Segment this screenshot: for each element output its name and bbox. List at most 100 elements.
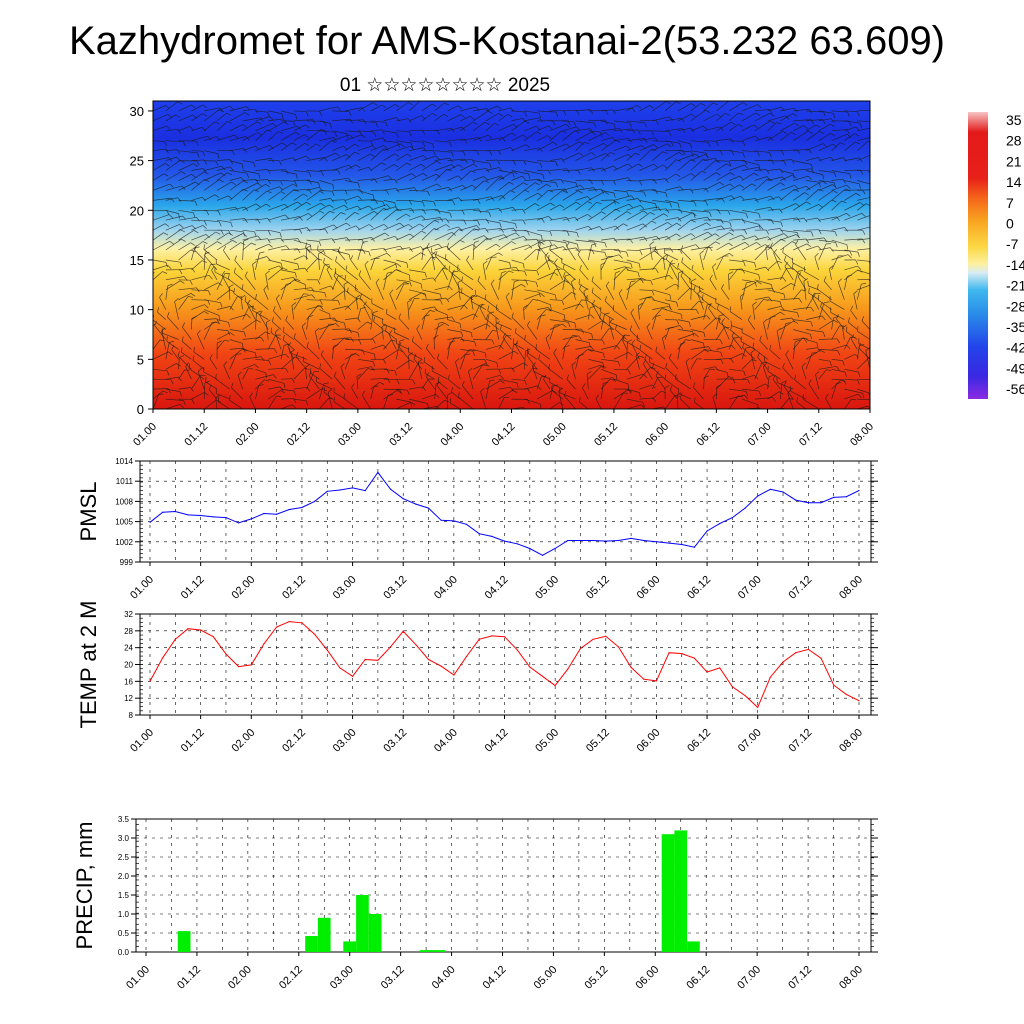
wind-barb-flag: [162, 390, 168, 394]
wind-barb-flag: [244, 112, 250, 116]
wind-barb-flag: [295, 114, 298, 120]
wind-barb-flag: [765, 229, 770, 235]
x-tick-label: 01.00: [128, 727, 156, 755]
wind-barb: [357, 366, 372, 370]
wind-barb-flag: [731, 345, 736, 350]
wind-barb-flag: [676, 233, 681, 237]
wind-barb: [549, 143, 567, 152]
wind-barb: [345, 107, 362, 112]
wind-barb: [255, 158, 272, 161]
data-point: [681, 653, 683, 655]
wind-barb: [784, 266, 794, 280]
wind-barb: [333, 392, 346, 400]
wind-barb-flag: [476, 150, 480, 156]
wind-barb-flag: [255, 203, 261, 208]
wind-barb: [370, 120, 386, 123]
wind-barb: [446, 247, 461, 261]
wind-barb: [293, 386, 308, 390]
wind-barb-flag: [405, 213, 411, 217]
wind-barb-flag: [872, 284, 876, 287]
wind-barb: [524, 179, 540, 181]
wind-barb: [244, 275, 256, 291]
wind-barb-flag: [280, 263, 283, 268]
wind-barb: [435, 255, 448, 271]
wind-barb-flag: [554, 244, 559, 249]
data-point: [833, 496, 835, 498]
wind-barb-flag: [215, 388, 217, 394]
wind-barb-flag: [657, 206, 662, 212]
wind-barb-flag: [742, 141, 746, 147]
wind-barb-flag: [455, 358, 460, 363]
wind-barb: [473, 228, 486, 231]
wind-barb-flag: [873, 400, 875, 405]
wind-barb-flag: [769, 152, 772, 158]
data-point: [782, 491, 784, 493]
wind-barb-flag: [628, 352, 633, 356]
wind-barb: [255, 348, 275, 350]
wind-barb-flag: [194, 245, 197, 251]
data-point: [693, 657, 696, 659]
wind-barb: [280, 125, 298, 132]
wind-barb: [268, 378, 285, 384]
wind-barb-flag: [590, 314, 595, 319]
wind-barb: [818, 239, 836, 243]
wind-barb-flag: [202, 225, 207, 229]
wind-barb: [666, 259, 679, 271]
wind-barb: [524, 229, 542, 236]
wind-barb: [562, 141, 580, 152]
wind-barb-flag: [281, 142, 287, 146]
colorbar-label: -14: [1006, 257, 1024, 273]
wind-barb-flag: [629, 122, 632, 128]
x-tick-label: 04.12: [490, 421, 518, 449]
wind-barb-flag: [780, 311, 785, 316]
wind-barb: [421, 256, 432, 271]
wind-barb: [741, 124, 754, 132]
wind-barb-flag: [260, 117, 264, 123]
wind-barb: [665, 325, 680, 330]
wind-barb: [191, 289, 209, 291]
wind-barb-flag: [265, 203, 271, 208]
wind-barb: [265, 322, 269, 340]
wind-barb-flag: [479, 303, 484, 309]
wind-barb: [857, 248, 870, 251]
wind-barb-flag: [320, 350, 324, 356]
wind-barb-flag: [251, 242, 257, 246]
colorbar-label: -7: [1006, 236, 1019, 252]
wind-barb: [216, 289, 231, 300]
wind-barb-flag: [381, 162, 386, 166]
wind-barb-flag: [215, 231, 221, 235]
wind-barb-flag: [183, 141, 186, 147]
wind-barb-flag: [534, 203, 540, 207]
wind-barb: [669, 264, 679, 280]
wind-barb-flag: [545, 334, 550, 339]
wind-barb-flag: [308, 413, 309, 418]
wind-barb-flag: [655, 203, 658, 209]
wind-barb: [665, 186, 681, 191]
wind-barb-flag: [224, 339, 230, 342]
wind-barb-flag: [767, 236, 772, 241]
wind-barb: [306, 346, 320, 360]
wind-barb: [818, 358, 831, 362]
wind-barb: [780, 203, 796, 211]
wind-barb-flag: [718, 317, 721, 323]
wind-barb-flag: [288, 347, 291, 353]
wind-barb: [716, 163, 727, 171]
wind-barb: [434, 231, 452, 241]
wind-barb: [588, 226, 600, 231]
wind-barb: [811, 296, 820, 310]
wind-barb-flag: [407, 299, 412, 303]
wind-barb-flag: [668, 353, 672, 359]
wind-barb-flag: [579, 152, 584, 157]
wind-barb-flag: [193, 163, 198, 167]
wind-barb-flag: [690, 113, 696, 118]
wind-barb: [357, 140, 371, 142]
wind-barb-flag: [397, 142, 400, 148]
wind-barb: [805, 245, 818, 251]
wind-barb-flag: [548, 189, 554, 193]
wind-barb-flag: [420, 252, 426, 256]
wind-barb-flag: [856, 111, 860, 117]
x-tick-label: 02.00: [234, 421, 262, 449]
wind-barb: [280, 259, 298, 265]
wind-barb: [579, 401, 589, 409]
wind-barb-flag: [429, 310, 435, 312]
